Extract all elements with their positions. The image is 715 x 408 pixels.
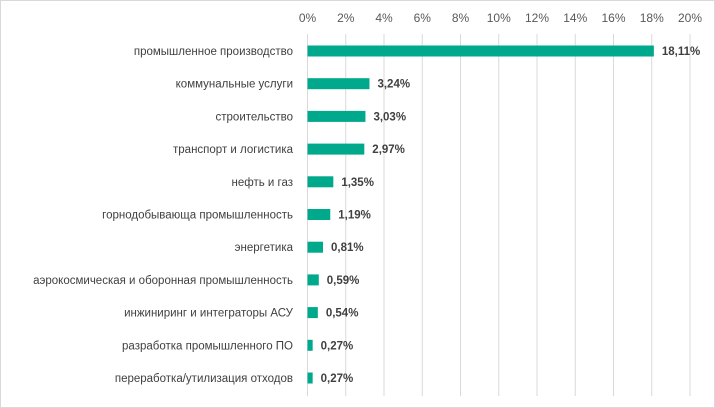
- data-label: 3,24%: [377, 79, 410, 91]
- data-label: 0,81%: [331, 242, 364, 254]
- category-label: энергетика: [235, 242, 294, 254]
- bar: [307, 307, 318, 319]
- category-label: коммунальные услуги: [176, 79, 293, 91]
- data-label: 1,19%: [338, 210, 371, 222]
- data-label: 0,27%: [321, 373, 354, 385]
- bar: [307, 274, 319, 286]
- category-label: инжиниринг и интеграторы АСУ: [124, 308, 294, 320]
- bar: [307, 143, 365, 155]
- category-label: горнодобывающа промышленность: [102, 210, 293, 222]
- category-label: нефть и газ: [231, 177, 293, 189]
- bar: [307, 176, 334, 188]
- bar: [307, 78, 370, 90]
- x-tick-label: 0%: [299, 11, 317, 25]
- data-label: 2,97%: [372, 144, 405, 156]
- bar: [307, 372, 313, 384]
- data-label: 18,11%: [662, 46, 700, 58]
- data-label: 0,27%: [321, 340, 354, 352]
- x-tick-label: 18%: [640, 11, 664, 25]
- category-label: строительство: [216, 111, 293, 123]
- data-label: 1,35%: [341, 177, 374, 189]
- x-tick-label: 10%: [487, 11, 511, 25]
- data-label: 3,03%: [373, 111, 406, 123]
- x-tick-label: 14%: [563, 11, 587, 25]
- x-tick-label: 2%: [337, 11, 355, 25]
- x-tick-label: 4%: [375, 11, 393, 25]
- x-tick-label: 8%: [452, 11, 470, 25]
- x-tick-label: 16%: [601, 11, 625, 25]
- category-label: промышленное производство: [134, 46, 293, 58]
- bar: [307, 45, 654, 57]
- bar: [307, 339, 313, 351]
- category-label: разработка промышленного ПО: [122, 340, 293, 352]
- x-tick-label: 20%: [678, 11, 702, 25]
- data-label: 0,54%: [326, 308, 359, 320]
- bar: [307, 209, 331, 220]
- data-label: 0,59%: [327, 275, 360, 287]
- bar: [307, 110, 366, 122]
- category-label: переработка/утилизация отходов: [115, 373, 293, 385]
- bar: [307, 241, 323, 253]
- x-tick-label: 12%: [525, 11, 549, 25]
- x-tick-label: 6%: [414, 11, 432, 25]
- category-label: аэрокосмическая и оборонная промышленнос…: [33, 275, 293, 287]
- category-label: транспорт и логистика: [173, 144, 294, 156]
